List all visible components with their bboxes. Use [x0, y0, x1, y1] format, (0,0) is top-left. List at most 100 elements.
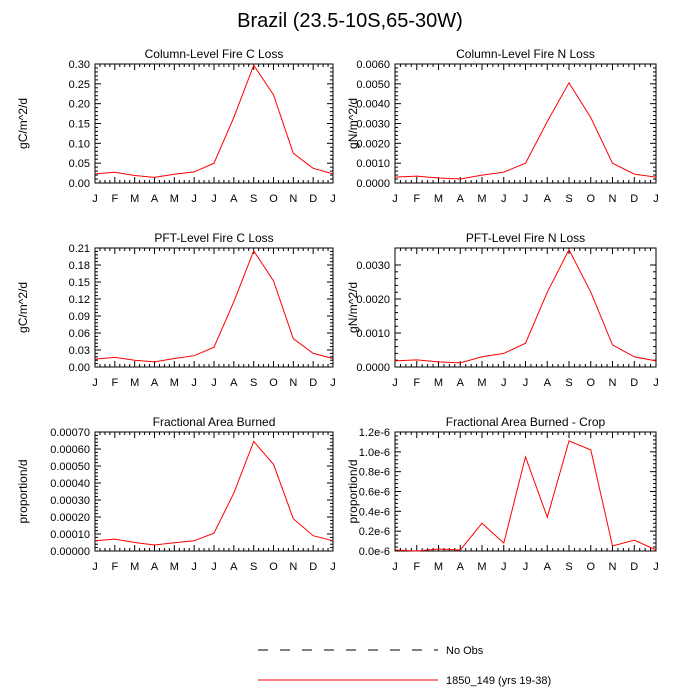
- x-tick-label: J: [191, 561, 197, 573]
- y-tick-label: 0.06: [69, 328, 90, 340]
- x-tick-label: J: [211, 193, 217, 205]
- x-tick-label: J: [392, 193, 398, 205]
- x-tick-label: A: [151, 193, 159, 205]
- x-tick-label: S: [565, 193, 572, 205]
- x-tick-label: F: [111, 193, 118, 205]
- x-tick-label: F: [111, 561, 118, 573]
- x-tick-label: N: [289, 193, 297, 205]
- y-tick-label: 0.4e-6: [359, 506, 390, 518]
- y-tick-label: 1.2e-6: [359, 427, 390, 439]
- x-tick-label: F: [413, 561, 420, 573]
- x-tick-label: J: [653, 561, 659, 573]
- x-tick-label: A: [457, 377, 465, 389]
- y-tick-label: 0.00010: [50, 529, 90, 541]
- y-tick-label: 0.00: [69, 178, 90, 190]
- x-tick-label: M: [434, 377, 443, 389]
- y-tick-label: 0.0030: [356, 260, 390, 272]
- y-tick-label: 0.00060: [50, 444, 90, 456]
- y-tick-label: 0.0050: [356, 79, 390, 91]
- y-tick-label: 0.00040: [50, 478, 90, 490]
- y-tick-label: 0.20: [69, 99, 90, 111]
- y-tick-label: 0.12: [69, 294, 90, 306]
- y-tick-label: 0.0040: [356, 99, 390, 111]
- x-tick-label: J: [330, 377, 336, 389]
- x-tick-label: A: [230, 377, 238, 389]
- x-tick-label: J: [191, 377, 197, 389]
- y-tick-label: 0.8e-6: [359, 467, 390, 479]
- x-tick-label: F: [413, 377, 420, 389]
- y-tick-label: 0.25: [69, 79, 90, 91]
- x-tick-label: J: [92, 377, 98, 389]
- x-tick-label: A: [544, 193, 552, 205]
- series-line: [94, 440, 334, 546]
- y-axis-label: gN/m^2/d: [346, 282, 360, 333]
- y-tick-label: 1.0e-6: [359, 447, 390, 459]
- x-tick-label: D: [309, 561, 317, 573]
- panel-title: PFT-Level Fire N Loss: [466, 231, 585, 245]
- x-tick-label: F: [413, 193, 420, 205]
- x-tick-label: M: [170, 193, 179, 205]
- plot-frame: [94, 247, 334, 368]
- y-axis-label: gC/m^2/d: [16, 282, 30, 333]
- y-tick-label: 0.09: [69, 311, 90, 323]
- x-tick-label: O: [586, 561, 595, 573]
- series-line: [94, 64, 334, 178]
- y-tick-label: 0.0010: [356, 158, 390, 170]
- x-tick-label: S: [565, 561, 572, 573]
- legend-label-1: No Obs: [446, 645, 484, 657]
- x-tick-label: O: [586, 193, 595, 205]
- x-tick-label: M: [130, 377, 139, 389]
- y-tick-label: 0.0020: [356, 294, 390, 306]
- x-tick-label: S: [565, 377, 572, 389]
- x-tick-label: M: [130, 193, 139, 205]
- x-tick-label: D: [309, 377, 317, 389]
- x-tick-label: J: [523, 193, 529, 205]
- x-tick-label: A: [151, 377, 159, 389]
- x-tick-label: N: [289, 561, 297, 573]
- series-line: [394, 440, 657, 552]
- legend-label-2: 1850_149 (yrs 19-38): [446, 675, 551, 687]
- plot-frame: [394, 247, 657, 368]
- x-tick-label: N: [609, 561, 617, 573]
- x-tick-label: D: [630, 377, 638, 389]
- series-line: [94, 249, 334, 363]
- x-tick-label: A: [151, 561, 159, 573]
- x-tick-label: J: [191, 193, 197, 205]
- y-axis-label: gN/m^2/d: [346, 98, 360, 149]
- x-tick-label: O: [586, 377, 595, 389]
- x-tick-label: J: [653, 193, 659, 205]
- x-tick-label: D: [309, 193, 317, 205]
- panel-title: Column-Level Fire N Loss: [456, 47, 595, 61]
- x-tick-label: S: [250, 561, 257, 573]
- x-tick-label: J: [653, 377, 659, 389]
- x-tick-label: M: [130, 561, 139, 573]
- x-tick-label: J: [330, 561, 336, 573]
- plot-frame: [94, 63, 334, 184]
- x-tick-label: M: [477, 561, 486, 573]
- x-tick-label: D: [630, 561, 638, 573]
- x-tick-label: J: [392, 377, 398, 389]
- y-tick-label: 0.00050: [50, 461, 90, 473]
- x-tick-label: J: [92, 561, 98, 573]
- x-tick-label: A: [230, 561, 238, 573]
- x-tick-label: S: [250, 377, 257, 389]
- x-tick-label: J: [211, 561, 217, 573]
- y-tick-label: 0.00000: [50, 546, 90, 558]
- x-tick-label: A: [544, 377, 552, 389]
- y-axis-label: proportion/d: [16, 459, 30, 523]
- y-tick-label: 0.00020: [50, 512, 90, 524]
- y-axis-label: proportion/d: [346, 459, 360, 523]
- x-tick-label: A: [544, 561, 552, 573]
- x-tick-label: J: [211, 377, 217, 389]
- x-tick-label: N: [609, 377, 617, 389]
- x-tick-label: J: [330, 193, 336, 205]
- y-tick-label: 0.0020: [356, 138, 390, 150]
- y-tick-label: 0.0060: [356, 59, 390, 71]
- x-tick-label: J: [523, 377, 529, 389]
- y-tick-label: 0.00030: [50, 495, 90, 507]
- legend: No Obs 1850_149 (yrs 19-38): [258, 645, 551, 687]
